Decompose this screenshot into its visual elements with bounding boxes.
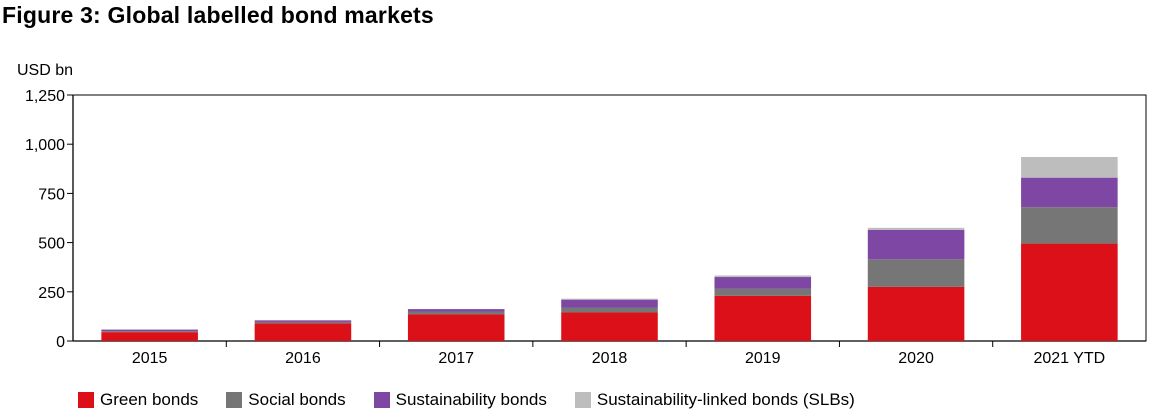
bar-sustainability-linked-bonds-slbs-2020 bbox=[867, 227, 965, 230]
legend-item: Sustainability-linked bonds (SLBs) bbox=[574, 390, 855, 410]
legend-swatch bbox=[574, 392, 591, 408]
bar-social-bonds-2015 bbox=[101, 331, 198, 333]
bar-social-bonds-2021-ytd bbox=[1021, 207, 1118, 244]
bar-green-bonds-2017 bbox=[407, 314, 505, 341]
y-tick-label: 250 bbox=[38, 285, 65, 302]
y-tick-label: 0 bbox=[56, 334, 65, 351]
legend-label: Sustainability-linked bonds (SLBs) bbox=[596, 390, 855, 409]
x-tick-label: 2019 bbox=[745, 350, 781, 367]
bar-sustainability-bonds-2015 bbox=[101, 329, 198, 332]
bar-social-bonds-2016 bbox=[254, 321, 352, 324]
bar-social-bonds-2020 bbox=[867, 259, 965, 287]
legend-item: Green bonds bbox=[78, 390, 198, 410]
bar-green-bonds-2018 bbox=[561, 312, 658, 341]
legend-swatch bbox=[78, 392, 94, 408]
legend-label: Social bonds bbox=[248, 390, 346, 409]
y-tick-label: 1,000 bbox=[25, 137, 65, 154]
x-tick-label: 2017 bbox=[438, 350, 474, 367]
y-tick-label: 750 bbox=[38, 186, 65, 203]
x-tick-label: 2018 bbox=[592, 350, 628, 367]
legend-label: Sustainability bonds bbox=[395, 390, 547, 409]
legend-swatch bbox=[373, 392, 390, 408]
y-tick-label: 500 bbox=[38, 236, 65, 253]
x-tick-label: 2015 bbox=[132, 350, 168, 367]
bar-green-bonds-2019 bbox=[714, 295, 812, 341]
y-axis-unit-label: USD bn bbox=[17, 62, 74, 79]
bar-sustainability-linked-bonds-slbs-2021-ytd bbox=[1021, 156, 1118, 178]
bar-green-bonds-2020 bbox=[867, 286, 965, 341]
bar-sustainability-bonds-2021-ytd bbox=[1021, 177, 1118, 208]
legend-item: Social bonds bbox=[226, 390, 346, 410]
bar-green-bonds-2021-ytd bbox=[1021, 243, 1118, 341]
bar-sustainability-bonds-2017 bbox=[407, 309, 505, 312]
bar-sustainability-bonds-2018 bbox=[561, 299, 658, 308]
legend-item: Sustainability bonds bbox=[373, 390, 547, 410]
x-tick-label: 2021 YTD bbox=[1033, 350, 1105, 367]
bar-sustainability-bonds-2019 bbox=[714, 277, 812, 289]
bar-sustainability-linked-bonds-slbs-2018 bbox=[561, 298, 658, 300]
legend: Green bonds Social bonds Sustainability bo… bbox=[78, 390, 883, 410]
bar-sustainability-bonds-2016 bbox=[254, 320, 352, 322]
bar-green-bonds-2016 bbox=[254, 323, 352, 341]
bar-social-bonds-2017 bbox=[407, 311, 505, 315]
legend-swatch bbox=[226, 392, 243, 408]
bar-green-bonds-2015 bbox=[101, 332, 198, 341]
bar-sustainability-linked-bonds-slbs-2019 bbox=[714, 275, 812, 278]
chart-title: Figure 3: Global labelled bond markets bbox=[2, 2, 434, 28]
bar-sustainability-bonds-2020 bbox=[867, 229, 965, 260]
y-tick-label: 1,250 bbox=[25, 88, 65, 105]
bar-social-bonds-2018 bbox=[561, 307, 658, 313]
x-tick-label: 2016 bbox=[285, 350, 321, 367]
x-tick-label: 2020 bbox=[898, 350, 934, 367]
legend-label: Green bonds bbox=[100, 390, 199, 409]
bar-social-bonds-2019 bbox=[714, 288, 812, 296]
